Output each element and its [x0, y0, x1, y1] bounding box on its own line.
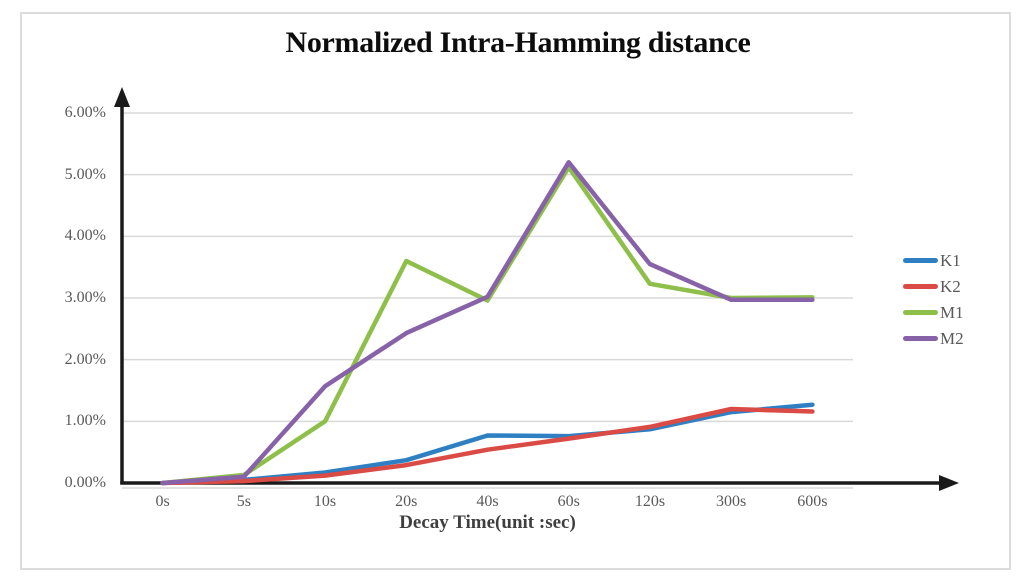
x-axis-tick-label: 60s	[557, 493, 580, 510]
legend-item-K1: K1	[903, 250, 964, 271]
x-axis-arrow-icon	[939, 475, 959, 491]
y-axis-tick-label: 4.00%	[64, 227, 106, 245]
y-axis-tick-label: 1.00%	[64, 412, 106, 430]
x-axis-title: Decay Time(unit :sec)	[399, 512, 576, 533]
series-line-M1	[160, 164, 815, 486]
chart-title: Normalized Intra-Hamming distance	[285, 26, 751, 59]
x-axis-tick-label: 120s	[634, 493, 666, 510]
legend-swatch-icon	[903, 310, 938, 315]
series-line-M2	[160, 160, 815, 486]
y-axis-tick-label: 6.00%	[64, 103, 106, 121]
series-line-K2	[160, 406, 815, 486]
x-axis-tick-label: 600s	[797, 493, 828, 510]
legend-swatch-icon	[903, 258, 938, 263]
x-axis-tick-label: 10s	[313, 493, 337, 510]
legend-swatch-icon	[903, 336, 938, 341]
legend: K1 K2 M1 M2	[903, 250, 964, 354]
legend-item-K2: K2	[903, 276, 964, 297]
legend-label: M1	[940, 303, 964, 322]
x-axis-tick-label: 20s	[395, 493, 418, 510]
legend-label: K2	[940, 277, 961, 296]
series-line-K1	[160, 402, 815, 486]
y-axis-arrow-icon	[114, 87, 130, 107]
legend-swatch-icon	[903, 284, 938, 289]
y-axis-tick-label: 5.00%	[64, 165, 106, 183]
y-axis-tick-label: 0.00%	[64, 474, 106, 491]
x-axis-tick-label: 40s	[476, 493, 499, 510]
x-axis-tick-label: 0s	[155, 493, 170, 510]
legend-item-M2: M2	[903, 328, 964, 349]
x-axis-tick-label: 5s	[236, 493, 251, 510]
legend-label: M2	[940, 329, 964, 348]
legend-label: K1	[940, 251, 961, 270]
y-axis-tick-label: 2.00%	[64, 350, 106, 368]
legend-item-M1: M1	[903, 302, 964, 323]
chart-frame	[20, 12, 1011, 570]
x-axis-tick-label: 300s	[716, 493, 747, 510]
y-axis-tick-label: 3.00%	[64, 288, 106, 306]
